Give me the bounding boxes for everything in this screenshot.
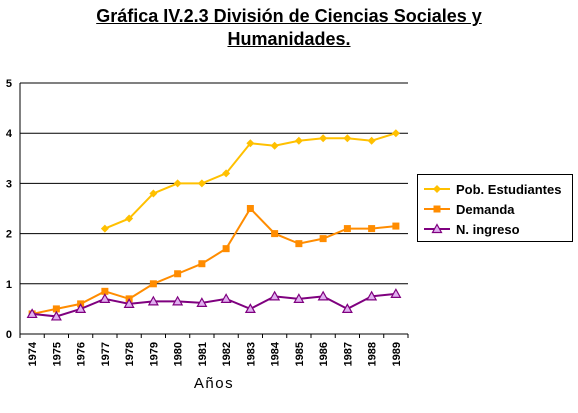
legend-item-pob-estudiantes: Pob. Estudiantes — [424, 180, 561, 198]
data-point-pob-estudiantes — [173, 179, 182, 188]
legend-marker — [431, 223, 443, 234]
y-tick-label: 3 — [6, 178, 12, 190]
data-point-demanda — [271, 230, 279, 238]
x-tick-label: 1980 — [173, 342, 185, 366]
data-point-demanda — [246, 205, 254, 212]
chart-legend: Pob. Estudiantes Demanda N. ingreso — [417, 174, 573, 242]
x-tick-label: 1977 — [100, 342, 112, 366]
series-line-pob-estudiantes — [104, 132, 397, 230]
y-tick-label: 4 — [6, 128, 13, 140]
y-tick-label: 1 — [6, 279, 12, 291]
chart-title-line-2: Humanidades. — [227, 29, 351, 49]
data-point-n-ingreso — [26, 308, 38, 319]
data-point-pob-estudiantes — [367, 136, 376, 145]
x-tick-label: 1989 — [391, 342, 403, 366]
data-point-pob-estudiantes — [294, 136, 303, 145]
data-point-n-ingreso — [390, 288, 402, 298]
data-point-n-ingreso — [366, 290, 378, 301]
data-point-demanda — [101, 287, 109, 295]
data-point-n-ingreso — [99, 293, 111, 303]
data-point-pob-estudiantes — [125, 214, 134, 223]
series-line-demanda — [31, 206, 396, 315]
data-point-demanda — [343, 225, 351, 233]
data-point-n-ingreso — [147, 295, 159, 306]
legend-label-pob-estudiantes: Pob. Estudiantes — [456, 181, 562, 197]
data-point-pob-estudiantes — [222, 169, 231, 178]
chart-title-line-1: Gráfica IV.2.3 División de Ciencias Soci… — [96, 6, 482, 26]
data-point-pob-estudiantes — [149, 189, 158, 198]
legend-label-n-ingreso: N. ingreso — [456, 221, 520, 237]
x-tick-label: 1988 — [367, 342, 379, 366]
data-point-n-ingreso — [269, 290, 281, 301]
data-point-n-ingreso — [196, 297, 208, 307]
data-point-pob-estudiantes — [197, 179, 206, 188]
legend-swatch-n-ingreso — [424, 223, 450, 234]
data-point-pob-estudiantes — [100, 224, 109, 233]
data-point-demanda — [222, 245, 230, 253]
x-tick-label: 1979 — [148, 342, 160, 366]
data-point-n-ingreso — [172, 295, 184, 306]
data-point-pob-estudiantes — [319, 134, 328, 143]
x-tick-label: 1975 — [51, 342, 63, 366]
x-tick-label: 1985 — [294, 342, 306, 366]
x-tick-label: 1986 — [318, 342, 330, 366]
data-point-demanda — [198, 260, 206, 268]
data-point-pob-estudiantes — [246, 139, 255, 148]
x-tick-label: 1987 — [342, 342, 354, 366]
data-point-n-ingreso — [317, 290, 329, 301]
x-tick-label: 1983 — [245, 342, 257, 366]
data-point-demanda — [368, 225, 376, 233]
data-point-demanda — [392, 222, 400, 230]
series-line-n-ingreso — [32, 292, 396, 318]
x-tick-label: 1976 — [76, 342, 88, 366]
legend-swatch-pob-estudiantes — [424, 185, 450, 193]
legend-swatch-demanda — [424, 205, 450, 213]
legend-marker — [433, 185, 441, 193]
x-tick-label: 1981 — [197, 342, 209, 366]
y-tick-label: 5 — [6, 78, 12, 90]
data-point-pob-estudiantes — [270, 141, 279, 150]
data-point-pob-estudiantes — [343, 134, 352, 143]
data-point-n-ingreso — [341, 303, 353, 313]
x-tick-label: 1982 — [221, 342, 233, 366]
y-tick-label: 0 — [6, 329, 12, 341]
data-point-n-ingreso — [244, 303, 256, 313]
data-point-demanda — [174, 270, 182, 278]
x-axis-title: Años — [194, 375, 234, 392]
data-point-n-ingreso — [220, 293, 232, 303]
legend-item-demanda: Demanda — [424, 200, 515, 218]
data-point-n-ingreso — [75, 303, 87, 313]
x-tick-label: 1984 — [270, 341, 282, 366]
x-tick-label: 1978 — [124, 342, 136, 366]
legend-marker — [433, 205, 441, 213]
data-point-pob-estudiantes — [391, 129, 400, 138]
data-point-demanda — [52, 305, 60, 313]
data-point-demanda — [295, 240, 303, 248]
data-point-demanda — [149, 280, 157, 288]
legend-label-demanda: Demanda — [456, 201, 515, 217]
data-point-n-ingreso — [123, 298, 135, 308]
data-point-n-ingreso — [293, 293, 305, 303]
legend-item-n-ingreso: N. ingreso — [424, 220, 520, 238]
x-tick-label: 1974 — [27, 341, 39, 366]
data-point-n-ingreso — [50, 310, 62, 321]
y-tick-label: 2 — [6, 229, 12, 241]
data-point-demanda — [319, 235, 327, 243]
